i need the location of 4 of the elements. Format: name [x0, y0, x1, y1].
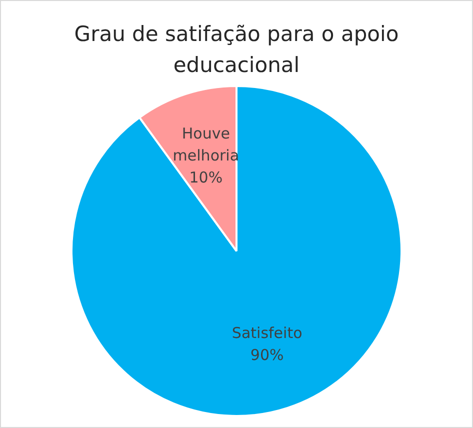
chart-title: Grau de satifação para o apoio educacional	[73, 21, 400, 79]
data-label: 10%	[189, 168, 223, 187]
slice-label: Satisfeito	[232, 324, 302, 342]
data-label: 90%	[250, 346, 284, 364]
